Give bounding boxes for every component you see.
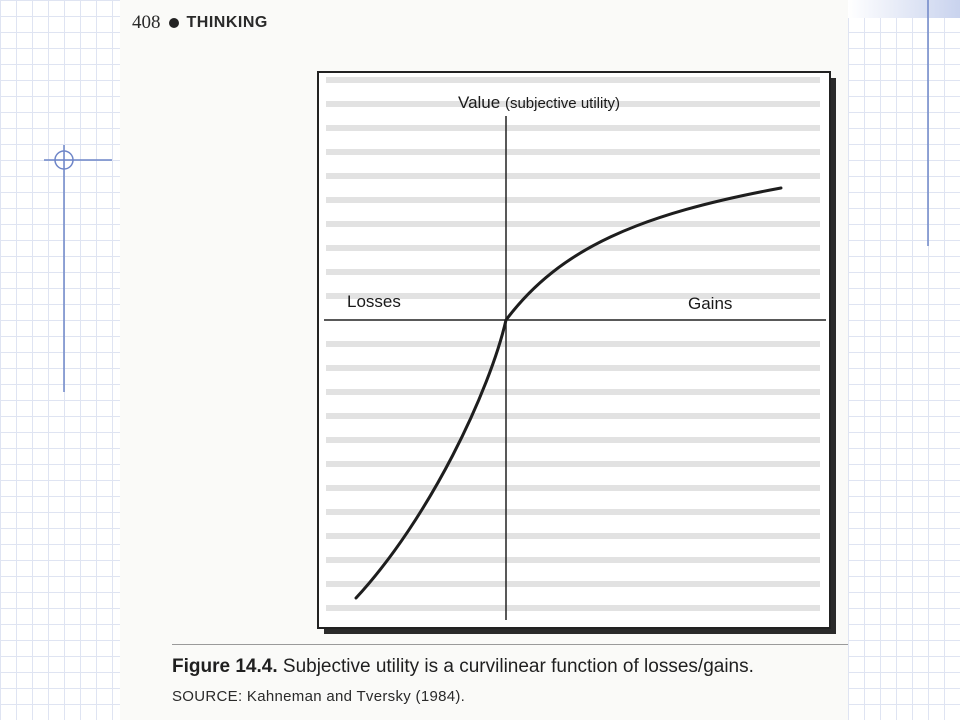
figure-frame	[317, 71, 831, 629]
figure-caption: Figure 14.4. Subjective utility is a cur…	[172, 656, 754, 678]
caption-text: Subjective utility is a curvilinear func…	[282, 656, 754, 677]
crosshair-decoration	[44, 0, 929, 392]
value-function-curve	[354, 186, 783, 600]
figure-source: SOURCE: Kahneman and Tversky (1984).	[172, 688, 466, 705]
page-number: 408	[132, 12, 161, 33]
losses-label: Losses	[347, 292, 401, 311]
bleed-through-lines	[326, 77, 820, 611]
section-title: THINKING	[186, 14, 268, 31]
page-header: 408 THINKING	[132, 12, 268, 34]
value-label-sub: (subjective utility)	[505, 95, 620, 112]
caption-number: Figure 14.4.	[172, 656, 278, 677]
value-axis-label: Value (subjective utility)	[458, 93, 620, 112]
bullet-dot-icon	[168, 18, 179, 28]
corner-decoration	[848, 0, 960, 18]
gains-label: Gains	[688, 294, 732, 313]
value-label-main: Value	[458, 93, 500, 112]
caption-rule	[172, 644, 848, 645]
